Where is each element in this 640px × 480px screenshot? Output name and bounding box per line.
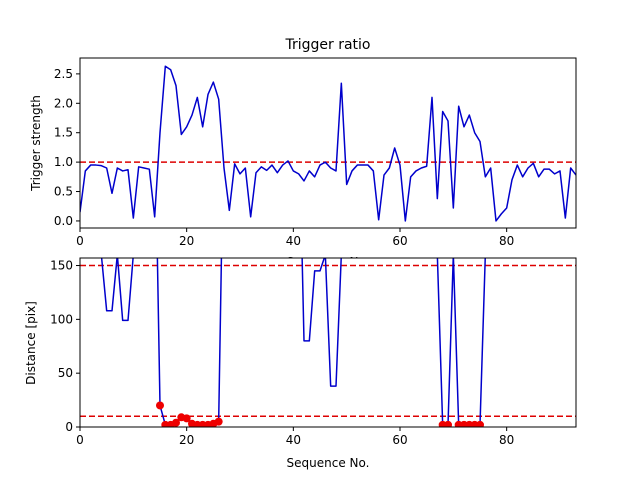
y-tick-label: 150 <box>50 259 73 273</box>
x-tick-label: 60 <box>392 234 407 248</box>
x-axis-label: Sequence No. <box>287 456 370 470</box>
x-tick-label: 60 <box>392 433 407 447</box>
x-tick-label: 80 <box>499 433 514 447</box>
plot-background <box>80 258 576 427</box>
y-tick-label: 1.5 <box>54 126 73 140</box>
data-point <box>182 414 191 423</box>
y-tick-label: 0.5 <box>54 185 73 199</box>
plot-frame <box>79 257 577 428</box>
trigger-ratio-axes: Trigger ratio 0 20 40 60 80 0.0 0.5 1.0 1.5 2.0 2.… <box>29 37 577 269</box>
x-tick-label: 0 <box>76 234 84 248</box>
chart-title: Trigger ratio <box>284 37 370 53</box>
x-tick-label: 20 <box>179 433 194 447</box>
data-point <box>476 420 484 427</box>
y-tick-label: 0.0 <box>54 214 73 228</box>
data-point <box>444 420 452 427</box>
y-tick-label: 1.0 <box>54 155 73 169</box>
x-tick-label: 40 <box>286 234 301 248</box>
x-tick-label: 0 <box>76 433 84 447</box>
y-tick-label: 2.5 <box>54 67 73 81</box>
distance-axes: 0 20 40 60 80 0 50 100 150 Distance [pix] Sequen… <box>24 257 577 470</box>
plot-frame <box>79 57 577 229</box>
y-tick-label: 0 <box>65 420 73 434</box>
y-tick-label: 100 <box>50 312 73 326</box>
y-tick-label: 2.0 <box>54 96 73 110</box>
x-tick-label: 40 <box>286 433 301 447</box>
series-line <box>100 258 486 426</box>
x-tick-label: 20 <box>179 234 194 248</box>
series-line <box>80 65 576 222</box>
data-point <box>214 417 223 426</box>
data-point <box>156 401 164 410</box>
data-point <box>172 418 180 427</box>
y-axis-label: Trigger strength <box>29 95 43 192</box>
y-tick-label: 50 <box>58 366 73 380</box>
x-tick-label: 80 <box>499 234 514 248</box>
y-axis-label: Distance [pix] <box>24 301 38 385</box>
